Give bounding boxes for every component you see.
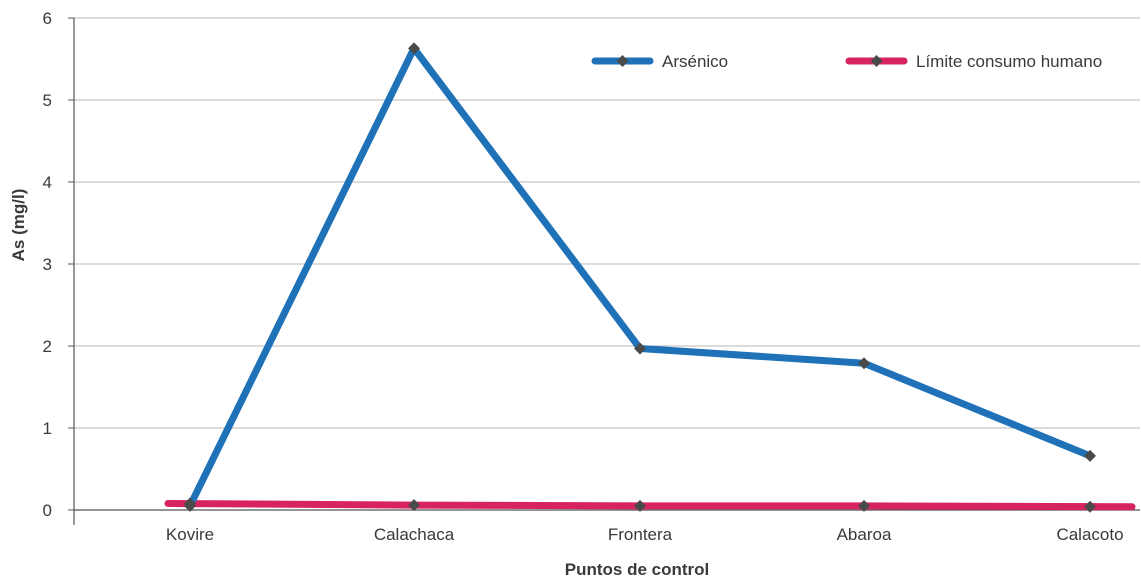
- legend-label: Límite consumo humano: [916, 52, 1102, 71]
- data-point-marker: [634, 342, 646, 355]
- y-tick-label: 3: [43, 255, 52, 274]
- axes: [73, 18, 1140, 525]
- data-point-marker: [1084, 449, 1096, 462]
- series-line-limite: [164, 499, 1136, 511]
- y-tick-label: 1: [43, 419, 52, 438]
- legend-marker: [616, 55, 629, 67]
- y-tick-label: 5: [43, 91, 52, 110]
- x-tick-label: Abaroa: [837, 525, 892, 544]
- y-tick-label: 2: [43, 337, 52, 356]
- legend-label: Arsénico: [662, 52, 728, 71]
- y-tick-labels: 0 1 2 3 4 5 6: [43, 9, 74, 520]
- data-point-marker: [858, 357, 870, 370]
- x-tick-label: Frontera: [608, 525, 673, 544]
- series-lines: [164, 44, 1136, 511]
- x-tick-labels: Kovire Calachaca Frontera Abaroa Calacoto: [166, 525, 1124, 544]
- x-tick-label: Calachaca: [374, 525, 455, 544]
- y-axis-title: As (mg/l): [9, 189, 28, 262]
- x-tick-label: Kovire: [166, 525, 214, 544]
- data-point-marker: [184, 499, 196, 512]
- data-point-marker: [634, 499, 646, 512]
- x-axis-title: Puntos de control: [565, 560, 710, 579]
- data-point-marker: [1084, 500, 1096, 513]
- data-point-marker: [858, 499, 870, 512]
- series-markers: [184, 42, 1096, 513]
- x-tick-label: Calacoto: [1056, 525, 1123, 544]
- y-tick-label: 6: [43, 9, 52, 28]
- legend: Arsénico Límite consumo humano: [591, 52, 1102, 71]
- data-point-marker: [408, 42, 420, 55]
- legend-marker: [870, 55, 883, 67]
- y-tick-label: 4: [43, 173, 52, 192]
- series-line-arsenico: [186, 44, 1094, 510]
- gridlines: [74, 17, 1140, 429]
- data-point-marker: [408, 499, 420, 512]
- y-tick-label: 0: [43, 501, 52, 520]
